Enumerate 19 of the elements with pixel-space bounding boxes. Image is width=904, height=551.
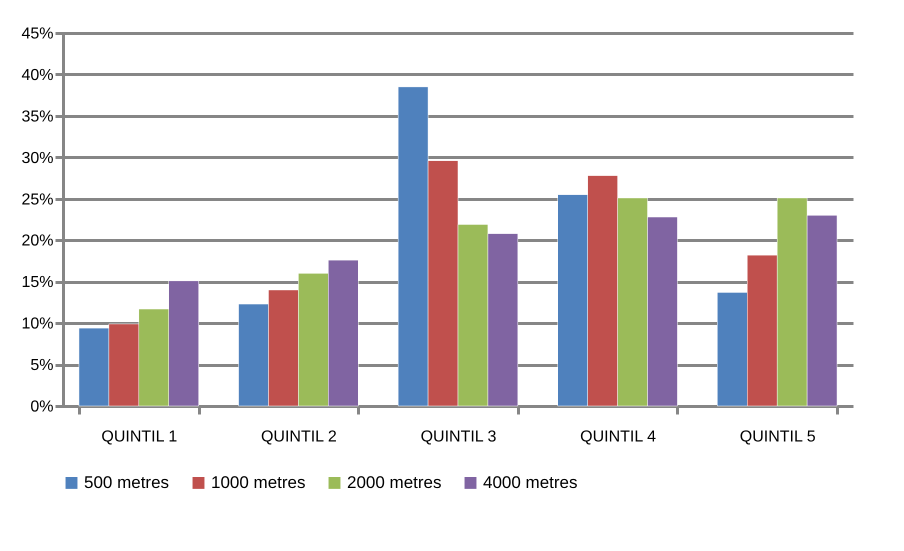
x-tick-label: QUINTIL 5: [740, 428, 816, 446]
y-tick-label: 25%: [21, 191, 54, 208]
x-tick-label: QUINTIL 2: [260, 428, 337, 446]
y-tick-label: 10%: [21, 316, 54, 333]
y-tick-label: 45%: [21, 26, 54, 42]
legend-label: 4000 metres: [483, 472, 578, 492]
x-tick-label: QUINTIL 4: [580, 428, 656, 446]
y-tick-label: 30%: [21, 150, 54, 167]
y-tick-label: 35%: [21, 108, 54, 126]
legend-label: 500 metres: [84, 472, 170, 492]
x-tick-label: QUINTIL 1: [101, 428, 178, 446]
y-tick-label: 15%: [21, 274, 54, 292]
y-tick-label: 5%: [30, 357, 54, 374]
legend-label: 2000 metres: [347, 472, 442, 492]
y-tick-label: 20%: [21, 232, 54, 250]
y-tick-label: 40%: [21, 66, 54, 84]
legend-label: 1000 metres: [211, 472, 306, 492]
x-tick-label: QUINTIL 3: [420, 428, 497, 446]
y-tick-label: 0%: [30, 398, 54, 416]
